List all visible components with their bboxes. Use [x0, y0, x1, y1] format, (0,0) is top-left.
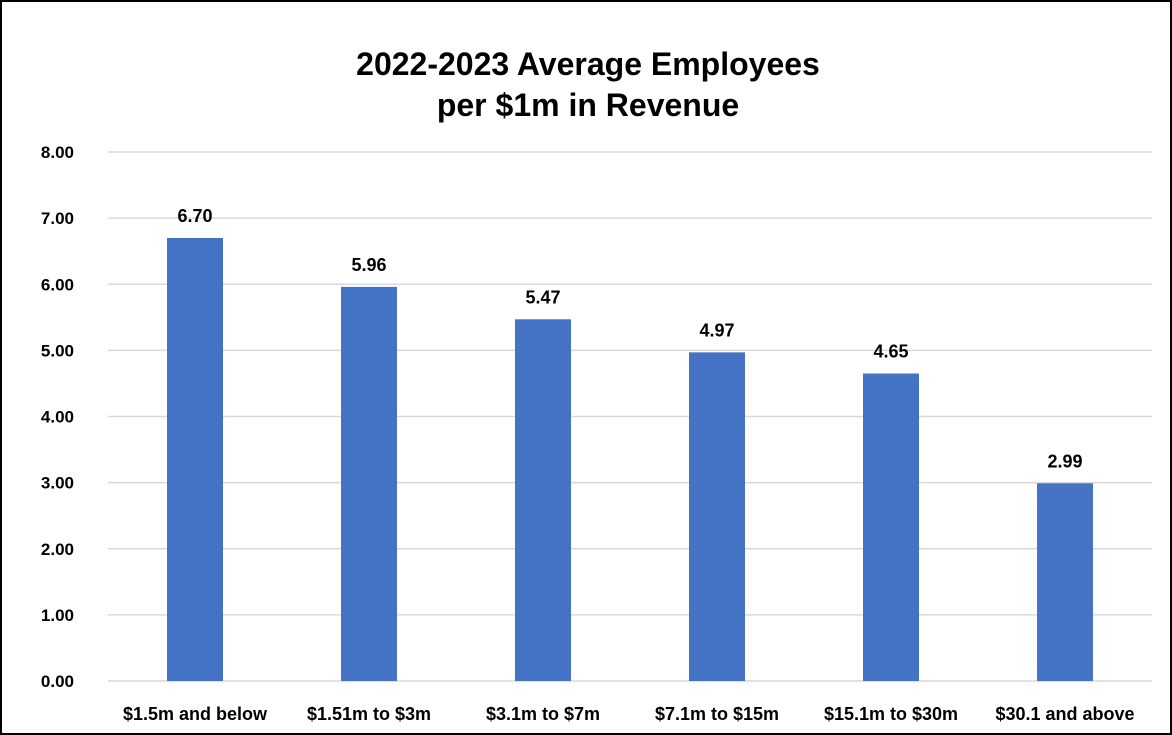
y-tick-label: 5.00 [41, 341, 74, 360]
bars [167, 237, 1093, 681]
bar [863, 373, 919, 681]
y-tick-label: 7.00 [41, 209, 74, 228]
x-category-label: $1.51m to $3m [307, 704, 431, 724]
chart-title-line-1: 2022-2023 Average Employees [356, 46, 820, 82]
y-tick-label: 1.00 [41, 606, 74, 625]
y-tick-label: 4.00 [41, 408, 74, 427]
bar [1037, 483, 1093, 681]
x-category-label: $7.1m to $15m [655, 704, 779, 724]
x-axis-labels: $1.5m and below $1.51m to $3m $3.1m to $7m… [123, 704, 1135, 724]
chart-title-line-2: per $1m in Revenue [436, 87, 740, 123]
x-category-label: $3.1m to $7m [486, 704, 600, 724]
bar [515, 319, 571, 681]
x-category-label: $1.5m and below [123, 704, 268, 724]
grid-lines [108, 151, 1152, 682]
bar-value-label: 5.47 [525, 287, 560, 307]
bar-value-label: 4.65 [873, 342, 908, 362]
y-tick-label: 0.00 [41, 672, 74, 691]
y-axis-ticks: 0.00 1.00 2.00 3.00 4.00 5.00 6.00 7.00 8.00 [41, 143, 74, 691]
y-tick-label: 6.00 [41, 275, 74, 294]
bar-value-label: 2.99 [1047, 451, 1082, 471]
bar-value-label: 4.97 [699, 320, 734, 340]
bar-value-label: 6.70 [177, 206, 212, 226]
bar [689, 352, 745, 681]
y-tick-label: 8.00 [41, 143, 74, 162]
data-labels: 6.70 5.96 5.47 4.97 4.65 2.99 [177, 206, 1082, 471]
x-category-label: $15.1m to $30m [824, 704, 958, 724]
bar [341, 286, 397, 681]
y-tick-label: 3.00 [41, 474, 74, 493]
bar [167, 237, 223, 681]
x-category-label: $30.1 and above [995, 704, 1134, 724]
chart-title: 2022-2023 Average Employees per $1m in R… [2, 44, 1172, 126]
y-tick-label: 2.00 [41, 540, 74, 559]
bar-value-label: 5.96 [351, 255, 386, 275]
